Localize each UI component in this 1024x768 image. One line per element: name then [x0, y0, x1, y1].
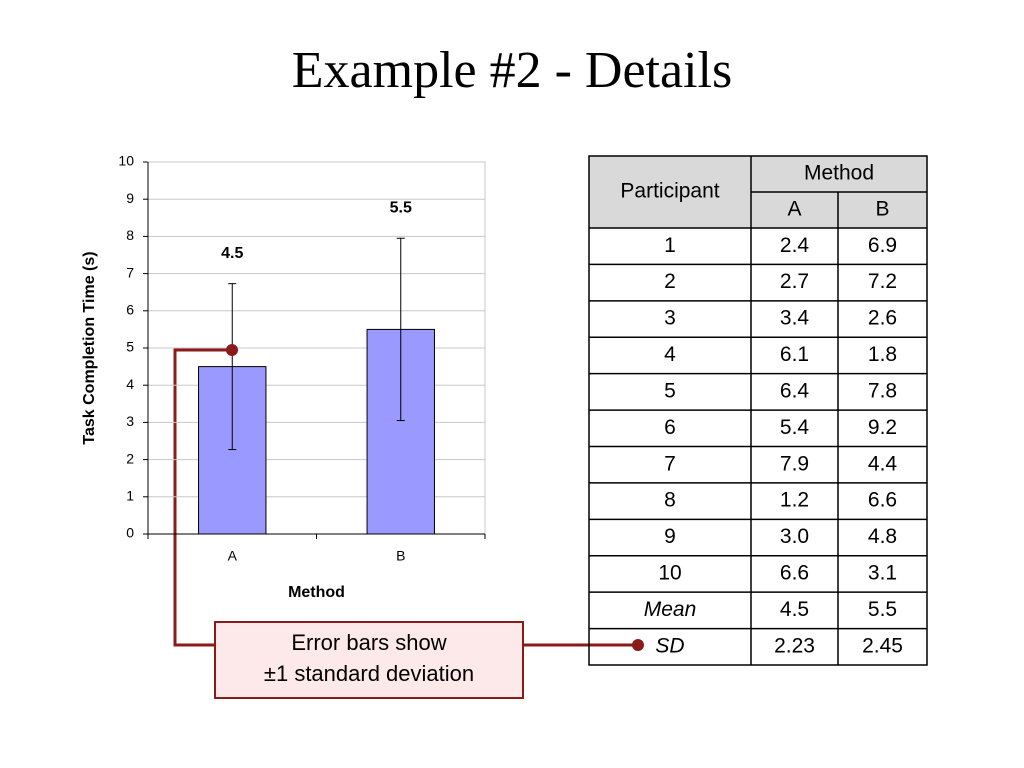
table-cell: 6.4	[780, 379, 810, 402]
table-cell: 2.4	[780, 234, 810, 257]
data-label: 5.5	[390, 199, 412, 216]
table-cell: 2	[664, 270, 676, 293]
table-cell: 4.8	[868, 525, 897, 548]
table-cell: 7.9	[780, 452, 809, 475]
table-cell: 6	[664, 416, 676, 439]
table-cell: 3.1	[868, 562, 897, 585]
annotation-text: Error bars show	[291, 630, 446, 655]
x-tick-label: B	[396, 548, 405, 564]
table-cell: 5	[664, 379, 676, 402]
table-cell: Mean	[644, 598, 697, 621]
y-tick-label: 4	[126, 376, 134, 392]
y-axis-label: Task Completion Time (s)	[81, 251, 98, 444]
table-cell: 6.9	[868, 234, 897, 257]
table-cell: 2.7	[780, 270, 809, 293]
table-cell: 5.4	[780, 416, 810, 439]
y-tick-label: 1	[126, 488, 134, 504]
table-cell: 9.2	[868, 416, 897, 439]
table-cell: 7.2	[868, 270, 897, 293]
table-cell: 5.5	[868, 598, 897, 621]
y-tick-label: 7	[126, 264, 134, 280]
table-cell: 4	[664, 343, 676, 366]
table-border	[588, 155, 928, 666]
table-cell: 7.8	[868, 379, 897, 402]
y-tick-label: 3	[126, 413, 134, 429]
header-text: A	[787, 198, 801, 221]
header-text: B	[875, 198, 889, 221]
header-text: Method	[804, 162, 874, 185]
table-cell: 4.5	[780, 598, 809, 621]
connector	[173, 348, 232, 647]
y-tick-label: 8	[126, 227, 134, 243]
y-tick-label: 0	[126, 525, 134, 541]
y-tick-label: 9	[126, 190, 134, 206]
table-cell: 6.1	[780, 343, 809, 366]
table-cell: 2.23	[774, 634, 815, 657]
table-cell: SD	[655, 634, 684, 657]
table-cell: 3	[664, 307, 676, 330]
table-cell: 7	[664, 452, 676, 475]
table-cell: 2.6	[868, 307, 897, 330]
annotation-box	[214, 621, 524, 699]
slide-title: Example #2 - Details	[292, 42, 732, 99]
chart: 0 1 2 3 4 5 6 7 8 9 10 Method Task Completion Time (…	[81, 153, 486, 601]
table-cell: 9	[664, 525, 676, 548]
x-tick-label: A	[228, 548, 238, 564]
table-cell: 2.45	[862, 634, 903, 657]
y-tick-label: 6	[126, 302, 134, 318]
table-cell: 3.0	[780, 525, 809, 548]
table-cell: 10	[658, 562, 681, 585]
connector-dot	[226, 344, 238, 356]
y-tick-label: 5	[126, 339, 134, 355]
header-text: Participant	[620, 180, 719, 203]
annotation-text: ±1 standard deviation	[264, 661, 474, 686]
data-label: 4.5	[221, 245, 243, 262]
table-cell: 6.6	[868, 489, 897, 512]
y-tick-label: 10	[118, 153, 134, 169]
table-cell: 3.4	[780, 307, 810, 330]
table-cell: 1.8	[868, 343, 897, 366]
table-cell: 8	[664, 489, 676, 512]
connector-dot	[632, 639, 644, 651]
bar	[198, 366, 267, 535]
table-cell: 4.4	[868, 452, 898, 475]
y-tick-label: 2	[126, 450, 134, 466]
table-cell: 1.2	[780, 489, 809, 512]
table-cell: 6.6	[780, 562, 809, 585]
table-cell: 1	[664, 234, 676, 257]
x-axis-label: Method	[288, 584, 345, 601]
